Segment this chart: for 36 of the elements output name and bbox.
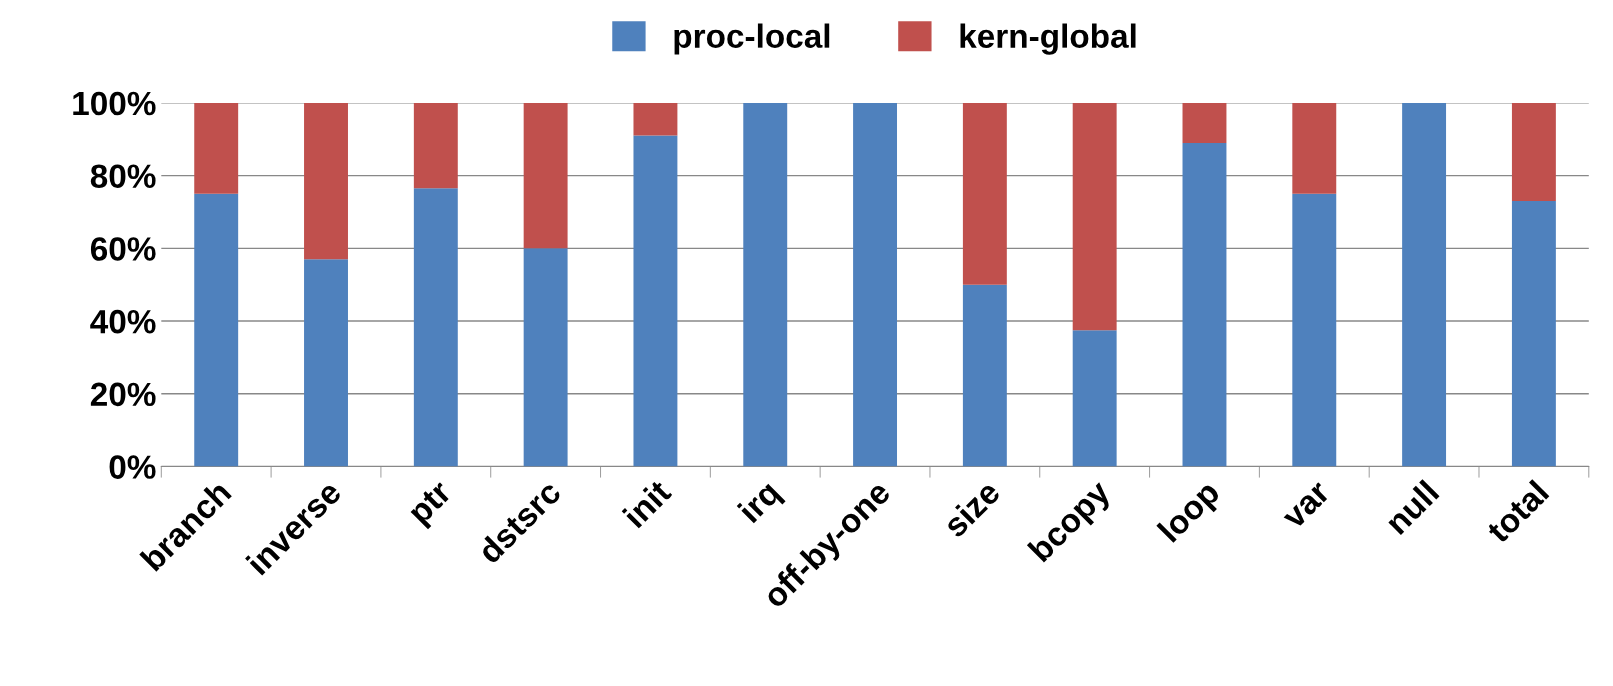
bar (1292, 193, 1337, 467)
bar (1072, 330, 1117, 467)
bar (1402, 102, 1447, 467)
bar (633, 135, 678, 467)
x-tick-label: size (941, 478, 1002, 539)
x-tick-label: var (1283, 482, 1332, 531)
y-tick-label: 20% (90, 382, 156, 407)
bar (853, 102, 898, 467)
bar (413, 188, 458, 467)
bar (1072, 102, 1117, 331)
bar (413, 102, 458, 189)
bar (743, 102, 788, 467)
bar (1182, 142, 1227, 467)
bar (1292, 102, 1337, 194)
bar (962, 102, 1007, 285)
bar (304, 259, 348, 467)
bar (1511, 201, 1556, 467)
bar (1511, 102, 1556, 202)
bar (633, 102, 678, 136)
bar (962, 284, 1007, 467)
y-tick-label: 100% (73, 91, 156, 116)
bar (1182, 102, 1227, 143)
bar (523, 102, 568, 249)
legend-label: proc-local (674, 23, 830, 55)
bar (194, 193, 239, 467)
bar (523, 248, 568, 467)
y-tick-label: 80% (90, 164, 156, 189)
x-tick-label: ptr (407, 479, 458, 530)
y-tick-label: 60% (90, 237, 156, 261)
y-tick-label: 40% (90, 309, 156, 334)
legend-label: kern-global (960, 23, 1136, 55)
bar (304, 102, 348, 260)
x-tick-label: null (1383, 479, 1440, 536)
bar (194, 102, 239, 194)
x-tick-label: init (621, 477, 673, 529)
y-tick-label: 0% (109, 455, 156, 479)
